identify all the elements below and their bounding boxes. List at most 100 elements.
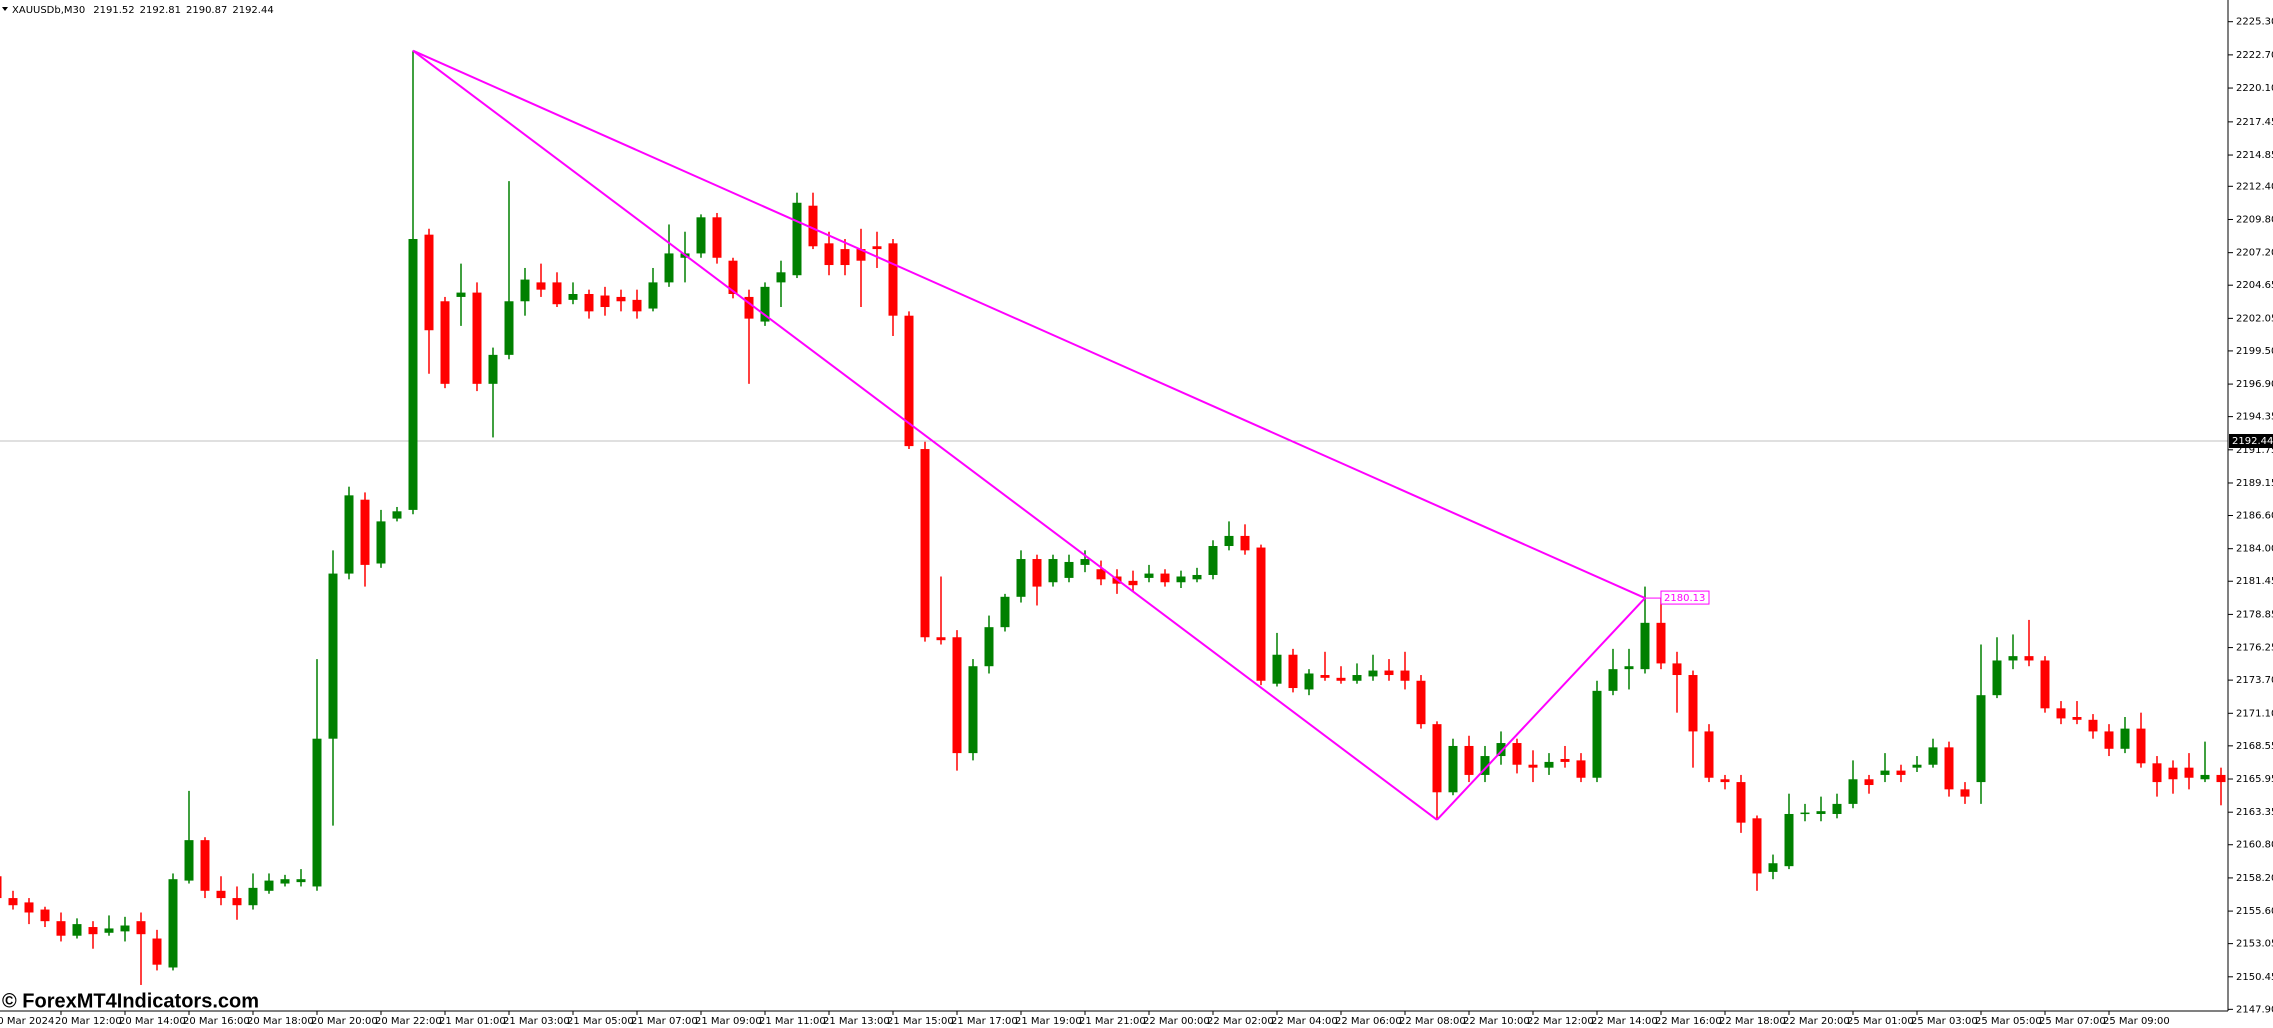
x-tick-label: 21 Mar 03:00 xyxy=(503,1016,570,1027)
x-tick-label: 20 Mar 16:00 xyxy=(183,1016,250,1027)
candle-body xyxy=(536,282,546,290)
x-tick-label: 21 Mar 07:00 xyxy=(631,1016,698,1027)
y-tick-label: 2150.45 xyxy=(2236,972,2273,983)
candle-body xyxy=(440,301,450,384)
header-high: 2192.81 xyxy=(140,5,181,16)
candle-body xyxy=(552,282,562,305)
x-tick-label: 22 Mar 10:00 xyxy=(1463,1016,1530,1027)
candle-body xyxy=(264,880,274,891)
candle-body xyxy=(936,637,946,641)
x-tick-label: 22 Mar 12:00 xyxy=(1527,1016,1594,1027)
candle-body xyxy=(1320,675,1330,678)
header-arrow xyxy=(2,7,8,11)
candle-body xyxy=(1208,546,1218,575)
candle-body xyxy=(1224,535,1234,547)
x-tick-label: 20 Mar 18:00 xyxy=(247,1016,314,1027)
watermark: © ForexMT4Indicators.com xyxy=(2,990,259,1012)
y-tick-label: 2209.80 xyxy=(2236,214,2273,225)
x-tick-label: 25 Mar 09:00 xyxy=(2103,1016,2170,1027)
bid-label: 2192.44 xyxy=(2232,436,2273,447)
candle-body xyxy=(1800,812,1810,815)
candle-body xyxy=(648,282,658,309)
y-tick-label: 2191.75 xyxy=(2236,445,2273,456)
candle-body xyxy=(56,921,66,936)
candle-body xyxy=(1656,622,1666,664)
candle-body xyxy=(120,925,130,932)
candle-body xyxy=(856,249,866,261)
candle-body xyxy=(1640,622,1650,670)
y-tick-label: 2212.40 xyxy=(2236,181,2273,192)
chart-header: XAUUSDb,M30 2191.52 2192.81 2190.87 2192.44 xyxy=(12,5,274,16)
x-tick-label: 21 Mar 15:00 xyxy=(887,1016,954,1027)
candle-body xyxy=(1416,680,1426,725)
candle-body xyxy=(1096,569,1106,580)
candle-body xyxy=(1288,654,1298,689)
y-tick-label: 2220.10 xyxy=(2236,83,2273,94)
candle-body xyxy=(1176,576,1186,583)
candle-body xyxy=(2216,774,2226,783)
candle-body xyxy=(1400,670,1410,681)
candle-body xyxy=(168,879,178,968)
candle-body xyxy=(472,292,482,384)
candle-body xyxy=(1848,779,1858,804)
candle-body xyxy=(1960,789,1970,797)
candle-body xyxy=(744,296,754,319)
candle-body xyxy=(2024,656,2034,661)
candle-body xyxy=(728,260,738,294)
y-tick-label: 2207.20 xyxy=(2236,248,2273,259)
candle-body xyxy=(1832,803,1842,814)
candle-body xyxy=(376,521,386,564)
x-tick-label: 20 Mar 2024 xyxy=(0,1016,54,1027)
candle-body xyxy=(296,879,306,883)
x-tick-label: 22 Mar 06:00 xyxy=(1335,1016,1402,1027)
candle-body xyxy=(40,909,50,922)
y-tick-label: 2155.60 xyxy=(2236,906,2273,917)
y-tick-label: 2178.85 xyxy=(2236,609,2273,620)
candle-body xyxy=(1128,580,1138,586)
candle-body xyxy=(1080,559,1090,565)
candle-body xyxy=(1880,770,1890,775)
candle-body xyxy=(1272,654,1282,684)
candle-body xyxy=(616,296,626,302)
candle-body xyxy=(1528,764,1538,768)
candle-body xyxy=(88,927,98,935)
x-tick-label: 25 Mar 07:00 xyxy=(2039,1016,2106,1027)
candle-body xyxy=(152,938,162,965)
candle-body xyxy=(1592,690,1602,778)
candle-body xyxy=(1032,559,1042,587)
candle-body xyxy=(1992,660,2002,696)
candle-body xyxy=(2184,767,2194,778)
x-tick-label: 20 Mar 12:00 xyxy=(55,1016,122,1027)
candle-body xyxy=(1144,573,1154,578)
candle-body xyxy=(2200,774,2210,780)
x-tick-label: 20 Mar 22:00 xyxy=(375,1016,442,1027)
candle-body xyxy=(1720,779,1730,783)
y-tick-label: 2147.90 xyxy=(2236,1004,2273,1015)
candle-body xyxy=(1976,695,1986,783)
candle-body xyxy=(104,928,114,933)
x-tick-label: 22 Mar 04:00 xyxy=(1271,1016,1338,1027)
candle-body xyxy=(72,924,82,936)
candle-body xyxy=(248,887,258,906)
candle-body xyxy=(1192,574,1202,580)
y-tick-label: 2199.50 xyxy=(2236,346,2273,357)
candle-body xyxy=(696,217,706,254)
y-tick-label: 2186.60 xyxy=(2236,511,2273,522)
y-tick-label: 2176.25 xyxy=(2236,643,2273,654)
candle-body xyxy=(776,272,786,283)
candle-body xyxy=(1368,670,1378,677)
candle-body xyxy=(808,205,818,247)
x-tick-label: 25 Mar 03:00 xyxy=(1911,1016,1978,1027)
candle-body xyxy=(1704,731,1714,778)
candle-body xyxy=(360,499,370,565)
candle-body xyxy=(920,449,930,638)
y-tick-label: 2214.85 xyxy=(2236,150,2273,161)
candle-body xyxy=(712,217,722,258)
candle-body xyxy=(1048,559,1058,583)
candle-body xyxy=(520,279,530,302)
y-tick-label: 2158.20 xyxy=(2236,873,2273,884)
price-label: 2180.13 xyxy=(1664,593,1705,604)
x-tick-label: 20 Mar 20:00 xyxy=(311,1016,378,1027)
candle-body xyxy=(664,253,674,283)
